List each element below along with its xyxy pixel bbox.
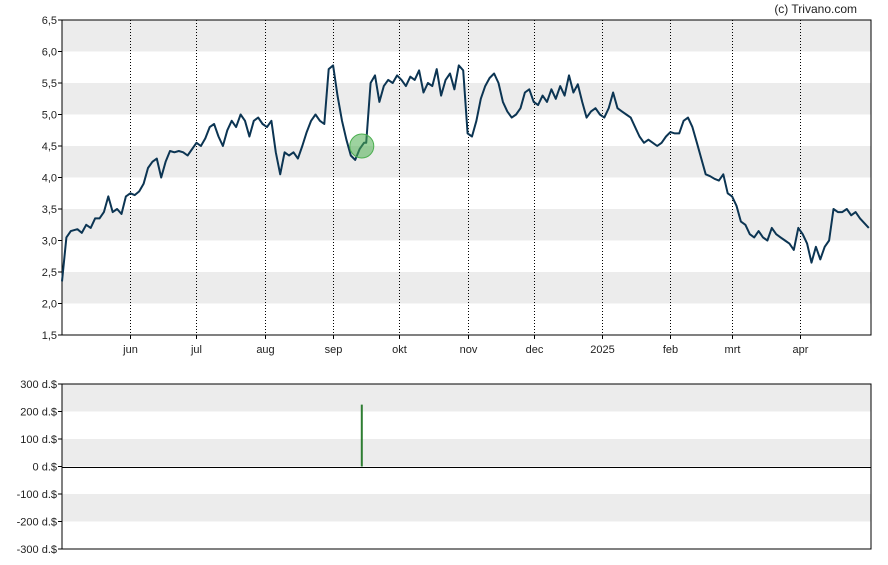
y-tick-label: 2,0 — [42, 299, 57, 311]
x-tick-label: jul — [190, 344, 202, 356]
y-tick-label: 6,0 — [42, 47, 57, 59]
x-tick-label: aug — [256, 344, 274, 356]
price-chart-frame — [61, 19, 872, 336]
insider-chart-panel: -300 d.$ -200 d.$ -100 d.$ 0 d.$ 100 d.$ 200 … — [17, 379, 872, 556]
y-tick-label: -100 d.$ — [17, 489, 57, 501]
y-tick-label: -200 d.$ — [17, 517, 57, 529]
grid-band — [62, 384, 871, 412]
grid-band — [62, 272, 871, 304]
y-tick-label: 100 d.$ — [20, 434, 57, 446]
x-tick-label: mrt — [725, 344, 741, 356]
grid-band — [62, 209, 871, 241]
y-tick-label: 200 d.$ — [20, 407, 57, 419]
x-tick-label: feb — [663, 344, 678, 356]
y-tick-label: 4,5 — [42, 141, 57, 153]
y-tick-label: 300 d.$ — [20, 379, 57, 391]
x-tick-label: jun — [122, 344, 138, 356]
x-tick-label: 2025 — [590, 344, 614, 356]
x-tick-label: apr — [793, 344, 809, 356]
y-tick-label: 3,5 — [42, 204, 57, 216]
y-tick-label: 6,5 — [42, 15, 57, 27]
price-line — [61, 64, 870, 282]
insider-chart-frame — [61, 383, 872, 550]
y-tick-label: 2,5 — [42, 267, 57, 279]
grid-band — [62, 439, 871, 467]
y-tick-label: -300 d.$ — [17, 544, 57, 556]
x-tick-label: sep — [325, 344, 343, 356]
grid-band — [62, 494, 871, 522]
grid-band — [62, 146, 871, 178]
y-tick-label: 1,5 — [42, 330, 57, 342]
y-tick-label: 0 d.$ — [33, 462, 57, 474]
transaction-marker — [349, 133, 375, 159]
x-tick-label: okt — [392, 344, 407, 356]
x-tick-label: dec — [526, 344, 544, 356]
price-chart-panel: 1,5 2,0 2,5 3,0 3,5 4,0 4,5 5,0 5,5 6,0 6,5 jun jul… — [42, 15, 872, 356]
y-tick-label: 3,0 — [42, 236, 57, 248]
x-tick-label: nov — [460, 344, 478, 356]
copyright-text: (c) Trivano.com — [774, 2, 857, 16]
y-tick-label: 5,0 — [42, 110, 57, 122]
grid-band — [62, 20, 871, 52]
y-tick-label: 4,0 — [42, 173, 57, 185]
y-tick-label: 5,5 — [42, 78, 57, 90]
